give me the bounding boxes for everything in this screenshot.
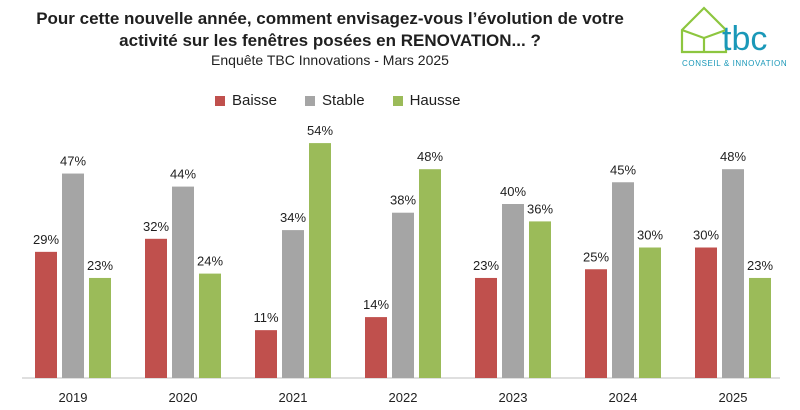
x-tick-label-2022: 2022 — [389, 390, 418, 405]
data-label-baisse-2022: 14% — [363, 297, 389, 312]
data-label-stable-2025: 48% — [720, 149, 746, 164]
data-label-hausse-2025: 23% — [747, 258, 773, 273]
data-label-hausse-2019: 23% — [87, 258, 113, 273]
chart-title-line-2: activité sur les fenêtres posées en RENO… — [119, 31, 541, 50]
legend-label-stable: Stable — [322, 92, 365, 109]
chart-title-line-1: Pour cette nouvelle année, comment envis… — [36, 9, 624, 28]
data-label-baisse-2023: 23% — [473, 258, 499, 273]
data-label-stable-2019: 47% — [60, 154, 86, 169]
bar-hausse-2021 — [309, 143, 331, 378]
data-label-hausse-2021: 54% — [307, 123, 333, 138]
bar-baisse-2023 — [475, 277, 497, 378]
data-label-hausse-2023: 36% — [527, 201, 553, 216]
data-label-hausse-2024: 30% — [637, 228, 663, 243]
data-label-baisse-2020: 32% — [143, 219, 169, 234]
logo-tagline: CONSEIL & INNOVATION — [682, 59, 787, 68]
house-outline-icon — [680, 6, 728, 54]
data-label-stable-2020: 44% — [170, 167, 196, 182]
data-label-stable-2021: 34% — [280, 210, 306, 225]
data-label-stable-2024: 45% — [610, 162, 636, 177]
legend-swatch-baisse — [215, 95, 225, 106]
legend-swatch-hausse — [392, 95, 403, 106]
tbc-logo: tbc CONSEIL & INNOVATION — [680, 6, 787, 68]
bar-stable-2023 — [502, 204, 524, 378]
legend-item-hausse: Hausse — [392, 92, 461, 109]
data-label-stable-2022: 38% — [390, 193, 416, 208]
legend-swatch-stable — [305, 95, 316, 106]
bar-baisse-2020 — [145, 238, 167, 378]
chart-title: Pour cette nouvelle année, comment envis… — [0, 8, 660, 52]
legend-item-baisse: Baisse — [215, 92, 277, 109]
bar-hausse-2019 — [89, 277, 111, 378]
legend-label-hausse: Hausse — [409, 92, 461, 109]
bar-baisse-2021 — [255, 330, 277, 378]
bar-stable-2021 — [282, 230, 304, 378]
legend-label-baisse: Baisse — [232, 92, 278, 109]
bar-hausse-2020 — [199, 273, 221, 378]
chart-subtitle: Enquête TBC Innovations - Mars 2025 — [211, 52, 449, 68]
data-label-stable-2023: 40% — [500, 184, 526, 199]
data-label-baisse-2019: 29% — [33, 232, 59, 247]
data-label-baisse-2021: 11% — [253, 310, 278, 325]
bar-hausse-2024 — [639, 247, 661, 378]
bar-stable-2025 — [722, 169, 744, 378]
bar-baisse-2022 — [365, 317, 387, 378]
chart-legend: Baisse Stable Hausse — [215, 92, 460, 109]
x-tick-label-2019: 2019 — [59, 390, 88, 405]
x-tick-label-2021: 2021 — [279, 390, 308, 405]
bar-stable-2020 — [172, 186, 194, 378]
bar-hausse-2022 — [419, 169, 441, 378]
x-tick-label-2025: 2025 — [719, 390, 748, 405]
bar-hausse-2025 — [749, 277, 771, 378]
bar-baisse-2019 — [35, 251, 57, 378]
data-label-baisse-2024: 25% — [583, 249, 609, 264]
legend-item-stable: Stable — [305, 92, 365, 109]
data-label-hausse-2020: 24% — [197, 254, 223, 269]
bar-stable-2022 — [392, 212, 414, 378]
logo-text: tbc — [722, 20, 767, 58]
x-tick-label-2020: 2020 — [169, 390, 198, 405]
bar-stable-2019 — [62, 173, 84, 378]
bar-hausse-2023 — [529, 221, 551, 378]
bar-baisse-2025 — [695, 247, 717, 378]
data-label-baisse-2025: 30% — [693, 228, 719, 243]
x-tick-label-2023: 2023 — [499, 390, 528, 405]
data-label-hausse-2022: 48% — [417, 149, 443, 164]
bar-stable-2024 — [612, 182, 634, 378]
x-tick-label-2024: 2024 — [609, 390, 638, 405]
bar-baisse-2024 — [585, 269, 607, 378]
